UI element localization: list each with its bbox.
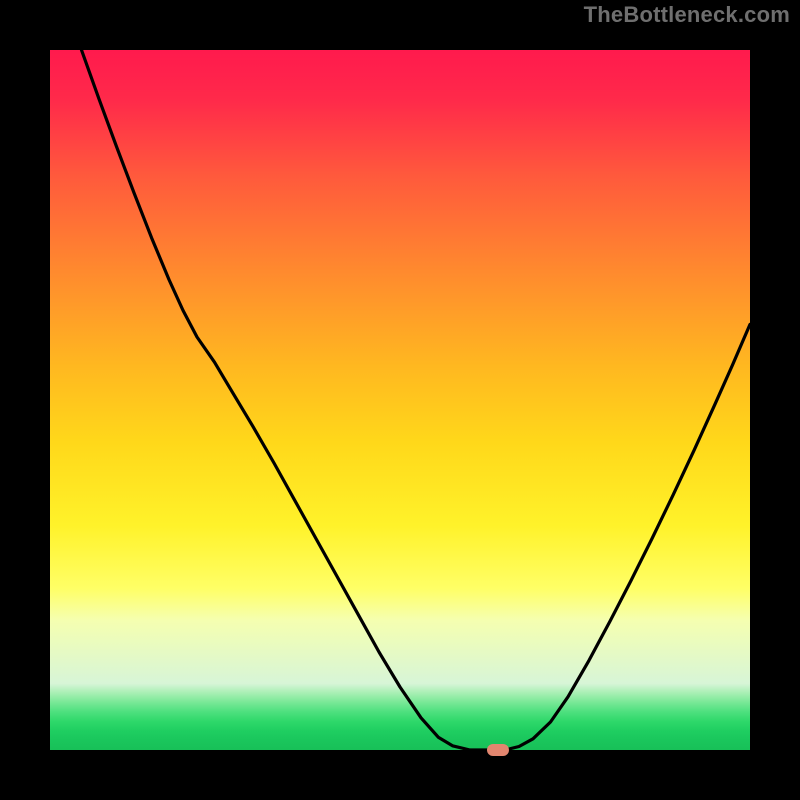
optimal-point-marker — [487, 744, 509, 756]
chart-gradient-background — [50, 50, 750, 750]
chart-stage: TheBottleneck.com — [0, 0, 800, 800]
bottleneck-chart-svg — [0, 0, 800, 800]
